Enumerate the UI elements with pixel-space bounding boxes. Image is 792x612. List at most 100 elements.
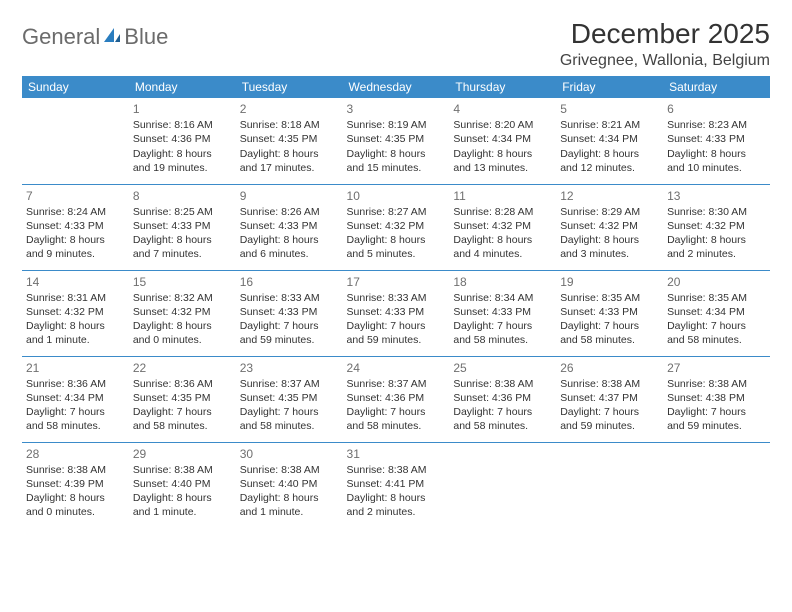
- day-info-line: Sunset: 4:40 PM: [133, 477, 232, 491]
- day-info-line: Sunset: 4:34 PM: [26, 391, 125, 405]
- day-info-line: and 12 minutes.: [560, 161, 659, 175]
- day-info-line: and 17 minutes.: [240, 161, 339, 175]
- day-info-line: Sunset: 4:37 PM: [560, 391, 659, 405]
- day-info-line: Daylight: 8 hours: [453, 147, 552, 161]
- day-cell: [22, 98, 129, 184]
- day-info-line: Sunset: 4:33 PM: [240, 219, 339, 233]
- day-info-line: Sunset: 4:40 PM: [240, 477, 339, 491]
- day-info-line: Daylight: 7 hours: [667, 405, 766, 419]
- day-info-line: Sunrise: 8:35 AM: [667, 291, 766, 305]
- day-info-line: and 58 minutes.: [240, 419, 339, 433]
- col-sunday: Sunday: [22, 76, 129, 98]
- day-info-line: and 1 minute.: [240, 505, 339, 519]
- day-info-line: and 15 minutes.: [347, 161, 446, 175]
- header-row: General Blue December 2025 Grivegnee, Wa…: [22, 18, 770, 70]
- day-cell: 1Sunrise: 8:16 AMSunset: 4:36 PMDaylight…: [129, 98, 236, 184]
- day-info-line: Sunrise: 8:30 AM: [667, 205, 766, 219]
- day-info-line: and 0 minutes.: [133, 333, 232, 347]
- day-info-line: Daylight: 8 hours: [240, 491, 339, 505]
- brand-logo: General Blue: [22, 18, 168, 50]
- day-info-line: Sunrise: 8:37 AM: [347, 377, 446, 391]
- day-info-line: Sunset: 4:39 PM: [26, 477, 125, 491]
- day-info-line: and 58 minutes.: [347, 419, 446, 433]
- day-info-line: and 2 minutes.: [347, 505, 446, 519]
- day-cell: 28Sunrise: 8:38 AMSunset: 4:39 PMDayligh…: [22, 442, 129, 528]
- day-cell: 30Sunrise: 8:38 AMSunset: 4:40 PMDayligh…: [236, 442, 343, 528]
- day-number: 9: [240, 188, 339, 204]
- day-cell: 4Sunrise: 8:20 AMSunset: 4:34 PMDaylight…: [449, 98, 556, 184]
- day-cell: 16Sunrise: 8:33 AMSunset: 4:33 PMDayligh…: [236, 270, 343, 356]
- day-info-line: Daylight: 8 hours: [560, 147, 659, 161]
- day-info-line: Daylight: 8 hours: [133, 233, 232, 247]
- day-info-line: Daylight: 7 hours: [667, 319, 766, 333]
- day-info-line: Daylight: 8 hours: [560, 233, 659, 247]
- day-cell: 22Sunrise: 8:36 AMSunset: 4:35 PMDayligh…: [129, 356, 236, 442]
- col-monday: Monday: [129, 76, 236, 98]
- day-cell: 19Sunrise: 8:35 AMSunset: 4:33 PMDayligh…: [556, 270, 663, 356]
- day-cell: 12Sunrise: 8:29 AMSunset: 4:32 PMDayligh…: [556, 184, 663, 270]
- day-number: 10: [347, 188, 446, 204]
- day-info-line: Daylight: 8 hours: [347, 491, 446, 505]
- table-row: 14Sunrise: 8:31 AMSunset: 4:32 PMDayligh…: [22, 270, 770, 356]
- day-info-line: Sunset: 4:33 PM: [240, 305, 339, 319]
- day-info-line: Sunset: 4:33 PM: [26, 219, 125, 233]
- day-info-line: Sunset: 4:35 PM: [347, 132, 446, 146]
- day-number: 25: [453, 360, 552, 376]
- day-info-line: Sunset: 4:34 PM: [453, 132, 552, 146]
- day-cell: 9Sunrise: 8:26 AMSunset: 4:33 PMDaylight…: [236, 184, 343, 270]
- day-info-line: Daylight: 7 hours: [453, 405, 552, 419]
- day-info-line: and 58 minutes.: [26, 419, 125, 433]
- day-info-line: and 9 minutes.: [26, 247, 125, 261]
- col-tuesday: Tuesday: [236, 76, 343, 98]
- day-cell: 6Sunrise: 8:23 AMSunset: 4:33 PMDaylight…: [663, 98, 770, 184]
- col-saturday: Saturday: [663, 76, 770, 98]
- day-number: 2: [240, 101, 339, 117]
- page-title: December 2025: [560, 18, 770, 50]
- day-cell: [449, 442, 556, 528]
- day-info-line: Sunrise: 8:27 AM: [347, 205, 446, 219]
- day-info-line: Sunset: 4:32 PM: [26, 305, 125, 319]
- day-info-line: Sunrise: 8:36 AM: [133, 377, 232, 391]
- day-number: 8: [133, 188, 232, 204]
- day-info-line: and 4 minutes.: [453, 247, 552, 261]
- day-number: 12: [560, 188, 659, 204]
- day-info-line: and 58 minutes.: [453, 419, 552, 433]
- day-cell: [663, 442, 770, 528]
- day-info-line: Daylight: 8 hours: [347, 147, 446, 161]
- day-cell: 11Sunrise: 8:28 AMSunset: 4:32 PMDayligh…: [449, 184, 556, 270]
- sail-icon: [102, 26, 122, 49]
- day-info-line: Sunset: 4:32 PM: [560, 219, 659, 233]
- day-cell: 8Sunrise: 8:25 AMSunset: 4:33 PMDaylight…: [129, 184, 236, 270]
- day-info-line: and 58 minutes.: [667, 333, 766, 347]
- day-info-line: Sunrise: 8:18 AM: [240, 118, 339, 132]
- day-info-line: Sunrise: 8:38 AM: [667, 377, 766, 391]
- day-info-line: and 59 minutes.: [347, 333, 446, 347]
- day-info-line: Sunset: 4:36 PM: [347, 391, 446, 405]
- day-info-line: Daylight: 7 hours: [347, 319, 446, 333]
- day-number: 19: [560, 274, 659, 290]
- day-info-line: Sunrise: 8:16 AM: [133, 118, 232, 132]
- day-number: 18: [453, 274, 552, 290]
- col-wednesday: Wednesday: [343, 76, 450, 98]
- day-info-line: Daylight: 8 hours: [453, 233, 552, 247]
- day-info-line: Daylight: 8 hours: [667, 233, 766, 247]
- day-info-line: and 19 minutes.: [133, 161, 232, 175]
- day-info-line: Sunrise: 8:26 AM: [240, 205, 339, 219]
- day-cell: 27Sunrise: 8:38 AMSunset: 4:38 PMDayligh…: [663, 356, 770, 442]
- day-info-line: Sunrise: 8:33 AM: [347, 291, 446, 305]
- day-info-line: and 13 minutes.: [453, 161, 552, 175]
- day-number: 28: [26, 446, 125, 462]
- day-number: 13: [667, 188, 766, 204]
- day-number: 17: [347, 274, 446, 290]
- day-info-line: and 1 minute.: [26, 333, 125, 347]
- day-number: 4: [453, 101, 552, 117]
- day-info-line: Sunset: 4:41 PM: [347, 477, 446, 491]
- day-info-line: Daylight: 7 hours: [26, 405, 125, 419]
- day-cell: 15Sunrise: 8:32 AMSunset: 4:32 PMDayligh…: [129, 270, 236, 356]
- day-cell: 18Sunrise: 8:34 AMSunset: 4:33 PMDayligh…: [449, 270, 556, 356]
- weekday-header-row: Sunday Monday Tuesday Wednesday Thursday…: [22, 76, 770, 98]
- day-number: 29: [133, 446, 232, 462]
- day-number: 26: [560, 360, 659, 376]
- day-number: 20: [667, 274, 766, 290]
- day-number: 22: [133, 360, 232, 376]
